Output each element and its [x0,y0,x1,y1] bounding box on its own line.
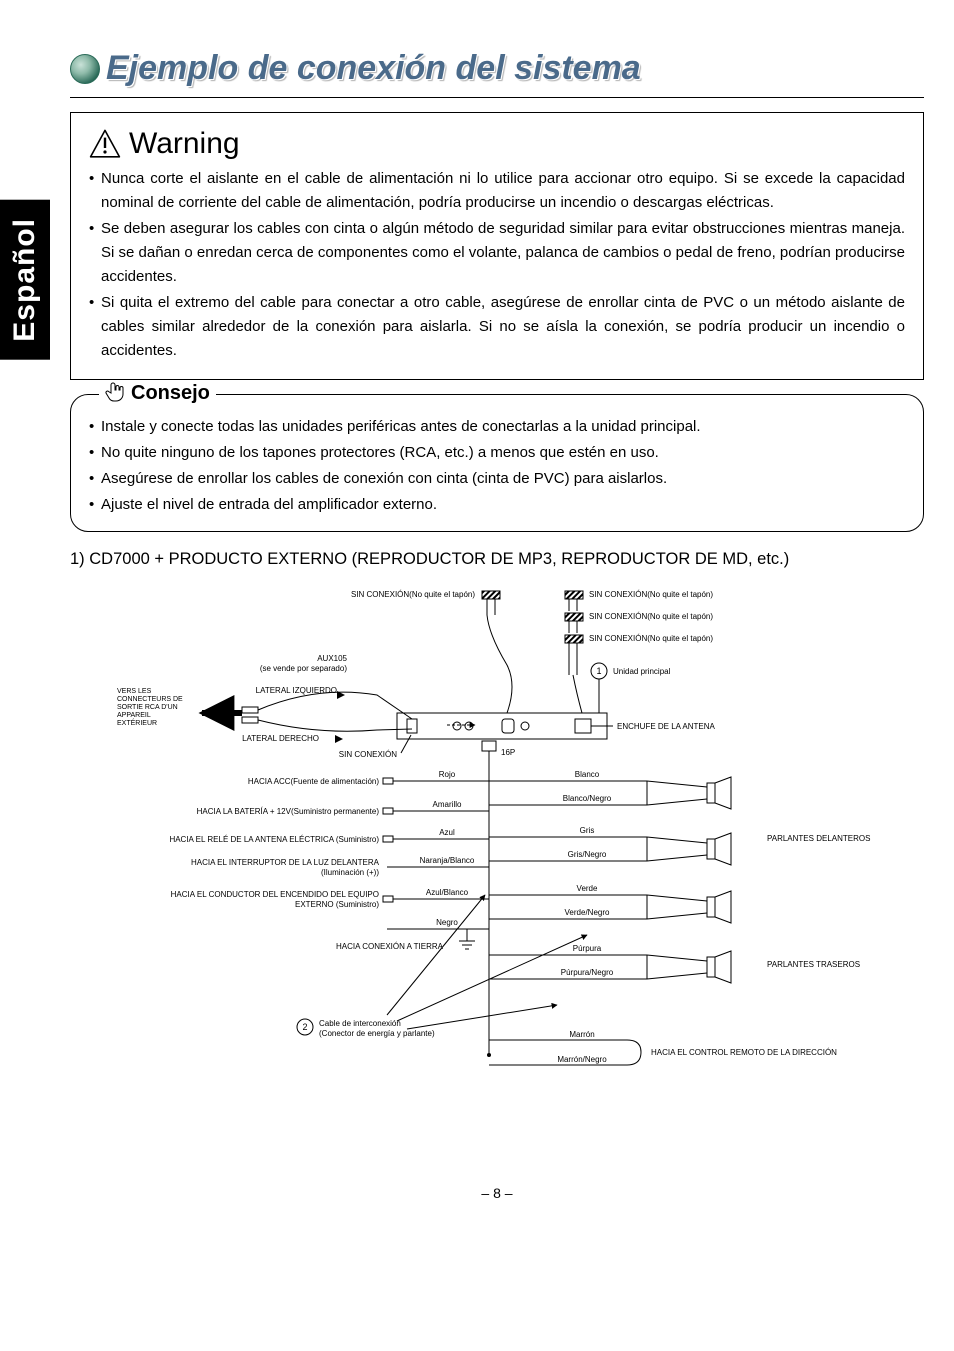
svg-text:Verde/Negro: Verde/Negro [565,908,610,917]
svg-text:Verde: Verde [577,884,598,893]
tip-item: No quite ninguno de los tapones protecto… [89,441,905,465]
tip-item: Asegúrese de enrollar los cables de cone… [89,467,905,491]
svg-text:EXTERNO (Suministro): EXTERNO (Suministro) [295,900,379,909]
page-title-block: Ejemplo de conexión del sistema [70,50,924,98]
svg-text:HACIA EL CONTROL REMOTO DE LA: HACIA EL CONTROL REMOTO DE LA DIRECCIÓN [651,1048,837,1057]
svg-text:SIN CONEXIÓN(No quite el tapón: SIN CONEXIÓN(No quite el tapón) [589,590,713,599]
svg-text:Gris: Gris [580,826,595,835]
svg-text:PARLANTES TRASEROS: PARLANTES TRASEROS [767,960,860,969]
warning-icon [89,128,121,160]
svg-text:PARLANTES DELANTEROS: PARLANTES DELANTEROS [767,834,870,843]
svg-text:Blanco: Blanco [575,770,600,779]
svg-text:HACIA EL CONDUCTOR DEL ENCENDI: HACIA EL CONDUCTOR DEL ENCENDIDO DEL EQU… [171,890,379,899]
svg-text:Blanco/Negro: Blanco/Negro [563,794,612,803]
warning-heading: Warning [89,127,905,161]
svg-text:Marrón: Marrón [569,1030,594,1039]
svg-text:16P: 16P [501,748,515,757]
svg-text:Cable de interconexión: Cable de interconexión [319,1019,401,1028]
warning-item: Si quita el extremo del cable para conec… [89,291,905,363]
svg-text:LATERAL IZQUIERDO: LATERAL IZQUIERDO [256,686,337,695]
page-number: – 8 – [70,1185,924,1201]
tip-heading: Consejo [99,381,216,405]
svg-text:HACIA ACC(Fuente de alimentaci: HACIA ACC(Fuente de alimentación) [248,777,380,786]
svg-text:Negro: Negro [436,918,458,927]
svg-text:SIN CONEXIÓN: SIN CONEXIÓN [339,750,397,759]
section-heading: 1) CD7000 + PRODUCTO EXTERNO (REPRODUCTO… [70,550,924,569]
hand-icon [105,381,125,405]
title-underline [70,97,924,98]
svg-text:CONNECTEURS DE: CONNECTEURS DE [117,696,183,703]
svg-text:HACIA CONEXIÓN A TIERRA: HACIA CONEXIÓN A TIERRA [336,942,444,951]
svg-text:SIN CONEXIÓN(No quite el tapón: SIN CONEXIÓN(No quite el tapón) [351,590,475,599]
svg-text:ENCHUFE DE LA ANTENA: ENCHUFE DE LA ANTENA [617,722,715,731]
tip-item: Instale y conecte todas las unidades per… [89,415,905,439]
svg-text:(Iluminación (+)): (Iluminación (+)) [321,868,379,877]
svg-text:Azul: Azul [439,828,455,837]
warning-list: Nunca corte el aislante en el cable de a… [89,167,905,363]
warning-heading-text: Warning [129,127,240,161]
svg-text:AUX105: AUX105 [317,654,347,663]
wiring-diagram: SIN CONEXIÓN(No quite el tapón) SIN CONE… [87,585,907,1125]
svg-text:VERS LES: VERS LES [117,688,152,695]
title-ornament-icon [70,54,100,84]
page-title: Ejemplo de conexión del sistema [70,50,924,87]
svg-text:LATERAL DERECHO: LATERAL DERECHO [242,734,319,743]
svg-text:APPAREIL: APPAREIL [117,712,151,719]
tip-list: Instale y conecte todas las unidades per… [89,415,905,517]
svg-text:Marrón/Negro: Marrón/Negro [557,1055,607,1064]
tip-heading-text: Consejo [131,382,210,405]
language-tab: Español [0,200,50,360]
svg-text:SIN CONEXIÓN(No quite el tapón: SIN CONEXIÓN(No quite el tapón) [589,634,713,643]
svg-text:Azul/Blanco: Azul/Blanco [426,888,469,897]
svg-text:Unidad principal: Unidad principal [613,667,671,676]
svg-text:Naranja/Blanco: Naranja/Blanco [420,856,475,865]
svg-text:SORTIE RCA D'UN: SORTIE RCA D'UN [117,704,178,711]
warning-item: Se deben asegurar los cables con cinta o… [89,217,905,289]
tip-box: Consejo Instale y conecte todas las unid… [70,394,924,532]
svg-text:Púrpura: Púrpura [573,944,602,953]
page-title-text: Ejemplo de conexión del sistema [106,49,641,87]
svg-text:Púrpura/Negro: Púrpura/Negro [561,968,614,977]
svg-text:EXTÉRIEUR: EXTÉRIEUR [117,718,157,727]
svg-text:2: 2 [302,1022,307,1032]
svg-text:(Conector de energía y parlant: (Conector de energía y parlante) [319,1029,435,1038]
warning-box: Warning Nunca corte el aislante en el ca… [70,112,924,380]
warning-item: Nunca corte el aislante en el cable de a… [89,167,905,215]
svg-text:Amarillo: Amarillo [433,800,462,809]
svg-text:HACIA EL RELÉ DE LA ANTENA ELÉ: HACIA EL RELÉ DE LA ANTENA ELÉCTRICA (Su… [169,835,379,844]
svg-text:SIN CONEXIÓN(No quite el tapón: SIN CONEXIÓN(No quite el tapón) [589,612,713,621]
svg-text:Rojo: Rojo [439,770,456,779]
svg-text:HACIA EL INTERRUPTOR DE LA LUZ: HACIA EL INTERRUPTOR DE LA LUZ DELANTERA [191,858,380,867]
svg-text:1: 1 [596,666,601,676]
tip-item: Ajuste el nivel de entrada del amplifica… [89,493,905,517]
svg-text:(se vende por separado): (se vende por separado) [260,664,348,673]
svg-text:HACIA LA BATERÍA + 12V(Suminis: HACIA LA BATERÍA + 12V(Suministro perman… [197,807,380,816]
svg-text:Gris/Negro: Gris/Negro [568,850,607,859]
